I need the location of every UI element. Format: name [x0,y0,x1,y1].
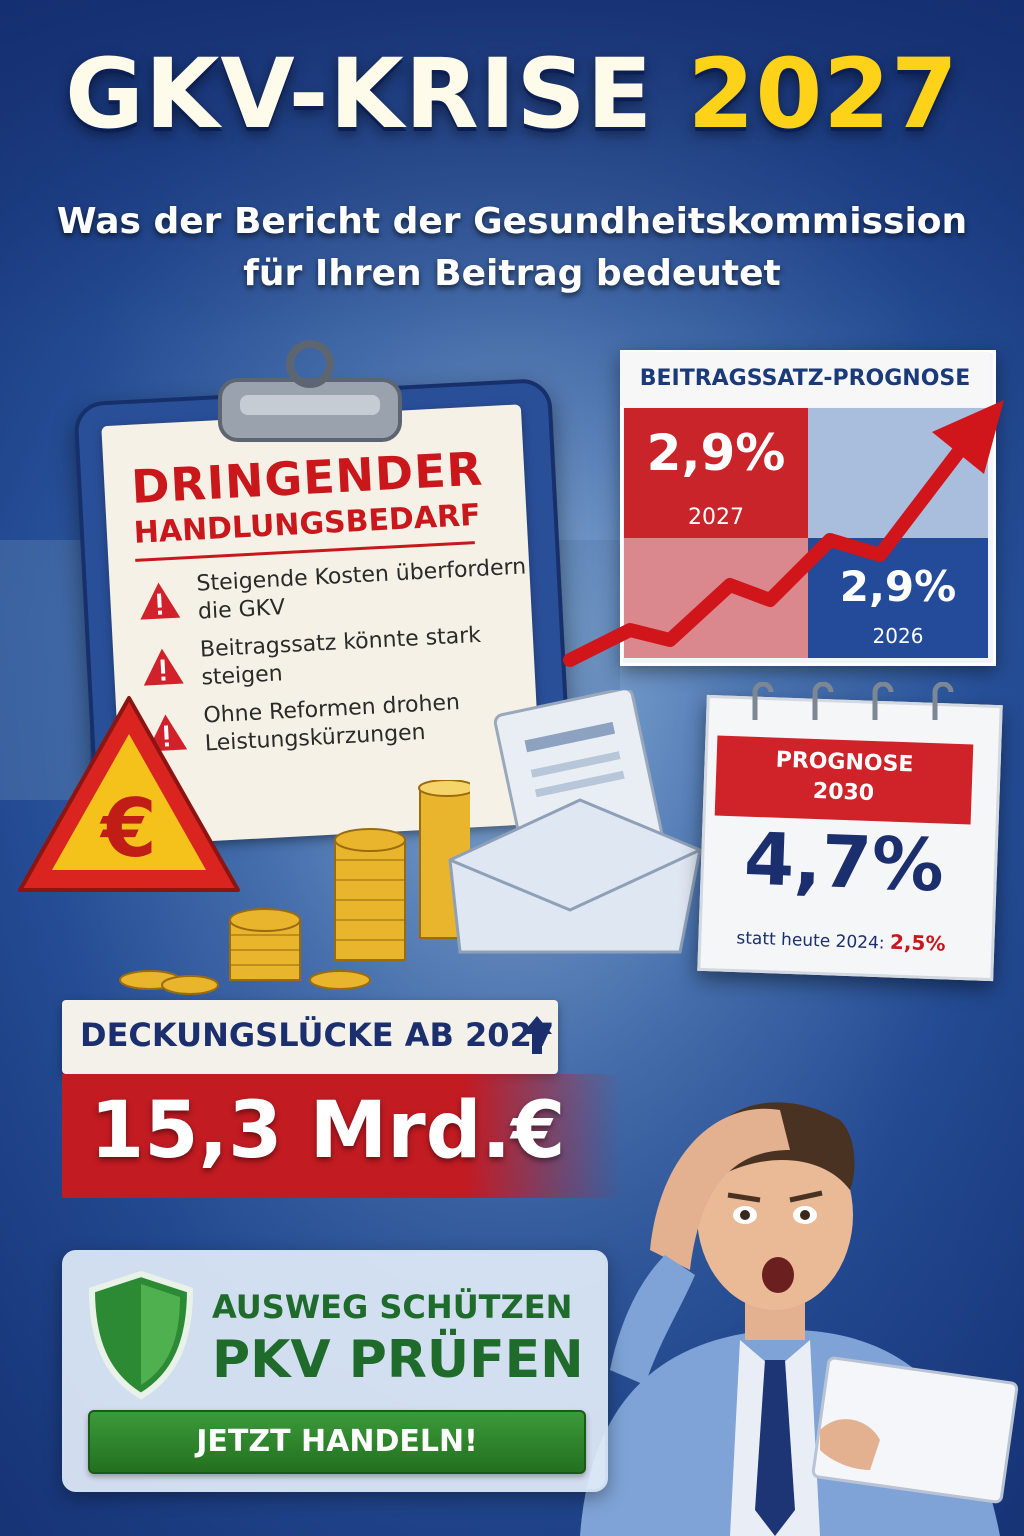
calendar-value: 4,7% [742,816,946,908]
page-title: GKV-KRISE 2027 [0,38,1024,150]
clipboard-content: DRINGENDER HANDLUNGSBEDARF Steigende Kos… [130,440,535,762]
forecast-year-2026: 2026 [872,624,924,648]
forecast-cell-2026 [808,538,988,658]
subtitle-line-2: für Ihren Beitrag bedeutet [243,253,781,294]
warning-icon [147,714,188,752]
subtitle-line-1: Was der Bericht der Gesundheitskommissio… [56,201,968,242]
euro-warning-sign-icon: € [18,696,240,892]
forecast-year-2027: 2027 [688,505,744,530]
calendar-rings-icon [752,682,954,720]
forecast-title: BEITRAGSSATZ-PROGNOSE [620,352,990,406]
gap-label-box [62,1000,558,1074]
coin-stacks-icon [119,780,470,995]
act-now-button[interactable]: JETZT HANDELN! [88,1410,586,1474]
clipboard-clamp-icon [218,340,402,442]
title-year: 2027 [687,38,959,150]
page-subtitle: Was der Bericht der Gesundheitskommissio… [0,196,1024,300]
list-item: Beitragssatz könnte stark steigen [139,619,531,695]
warning-icon [143,648,184,686]
calendar-note-value: 2,5% [889,929,946,956]
gap-label: DECKUNGSLÜCKE AB 2027 [80,1016,555,1054]
rising-arrow-icon [563,400,1004,667]
title-main: GKV-KRISE [65,38,654,150]
calendar-label: PROGNOSE 2030 [715,744,973,813]
svg-text:€: € [99,782,157,875]
list-item: Steigende Kosten überfordern die GKV [136,553,528,629]
gap-bar [62,1074,622,1198]
warning-icon [140,582,181,620]
bullet-text: Beitragssatz könnte stark steigen [199,622,482,691]
shield-icon [88,1270,194,1400]
forecast-value-2026: 2,9% [839,562,957,611]
cta-subline: AUSWEG SCHÜTZEN [212,1288,573,1326]
arrow-up-icon [522,1016,552,1054]
worried-man-illustration [580,1102,1019,1536]
list-item: Ohne Reformen drohen Leistungskürzungen [143,685,535,761]
forecast-cell-2027 [624,408,808,538]
envelope-icon [448,690,702,954]
forecast-value-2027: 2,9% [646,424,786,482]
gap-value: 15,3 Mrd.€ [90,1086,566,1176]
bullet-text: Steigende Kosten überfordern die GKV [195,554,527,625]
cta-headline: PKV PRÜFEN [212,1330,584,1390]
